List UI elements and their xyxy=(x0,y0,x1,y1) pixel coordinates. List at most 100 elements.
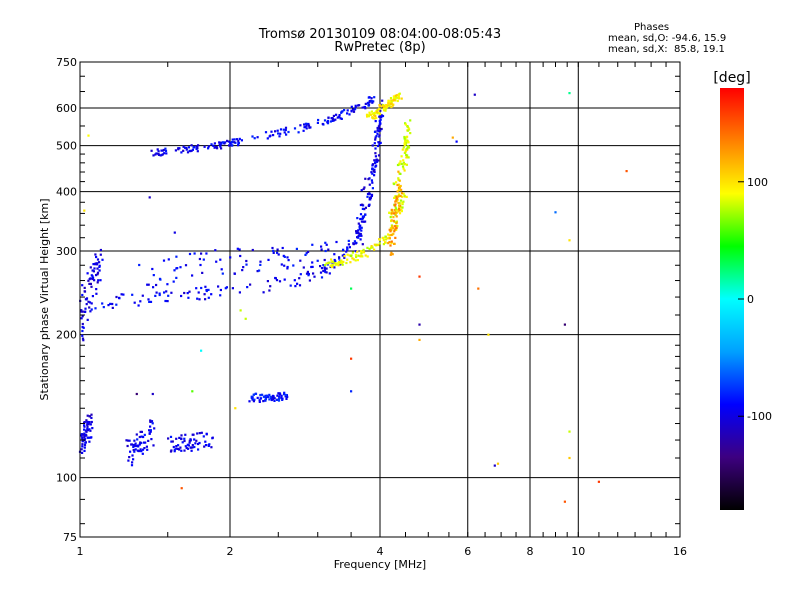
trace-point xyxy=(88,282,91,285)
trace-point xyxy=(234,141,237,144)
trace-point xyxy=(395,228,398,231)
trace-point xyxy=(382,105,386,108)
trace-point xyxy=(400,155,403,158)
trace-point xyxy=(373,174,376,177)
trace-point xyxy=(373,243,376,246)
trace-point xyxy=(398,179,401,182)
trace-point xyxy=(352,243,355,246)
trace-point xyxy=(374,147,377,150)
trace-point xyxy=(338,257,341,260)
trace-point xyxy=(316,259,319,262)
trace-point xyxy=(334,262,337,265)
trace-point xyxy=(311,243,314,246)
stats-o-mode: mean, sd,O: -94.6, 15.9 xyxy=(608,33,727,44)
trace-point xyxy=(364,206,367,209)
trace-point xyxy=(372,169,375,173)
trace-point xyxy=(362,220,365,223)
trace-point xyxy=(235,138,239,141)
trace-point xyxy=(347,239,350,242)
trace-point xyxy=(327,116,330,119)
trace-point xyxy=(379,109,382,112)
trace-point xyxy=(274,276,277,280)
trace-point xyxy=(320,248,323,251)
trace-point xyxy=(91,275,94,278)
trace-point xyxy=(379,129,382,132)
trace-point xyxy=(366,192,370,196)
trace-point xyxy=(190,144,193,147)
trace-point xyxy=(271,395,274,399)
trace-point xyxy=(317,118,320,122)
trace-point xyxy=(88,421,91,424)
trace-point xyxy=(102,306,105,309)
trace-point xyxy=(361,106,364,109)
trace-point xyxy=(393,225,396,228)
trace-point xyxy=(342,248,345,251)
trace-point xyxy=(367,114,370,117)
colorbar-tick-label: 0 xyxy=(747,293,754,306)
trace-point xyxy=(360,220,363,223)
trace-point xyxy=(220,147,223,150)
trace-point xyxy=(182,149,185,152)
trace-point xyxy=(382,239,385,242)
trace-point xyxy=(332,119,336,122)
trace-point xyxy=(198,432,201,435)
trace-point xyxy=(378,238,381,241)
scatter-point xyxy=(477,287,480,290)
trace-point xyxy=(271,246,274,250)
trace-point xyxy=(90,413,93,416)
trace-point xyxy=(83,286,86,289)
trace-point xyxy=(81,315,84,318)
trace-point xyxy=(229,141,232,144)
trace-point xyxy=(154,153,157,156)
trace-point xyxy=(213,142,216,145)
trace-point xyxy=(149,420,152,423)
trace-point xyxy=(148,300,151,303)
trace-point xyxy=(337,115,340,119)
trace-point xyxy=(259,260,262,263)
trace-point xyxy=(277,253,280,256)
trace-point xyxy=(183,437,186,440)
trace-point xyxy=(295,247,298,250)
trace-point xyxy=(82,326,85,329)
trace-point xyxy=(307,272,310,276)
trace-point xyxy=(343,253,346,256)
trace-point xyxy=(127,439,130,442)
trace-point xyxy=(167,294,170,297)
trace-point xyxy=(376,144,380,148)
trace-point xyxy=(92,270,95,273)
trace-point xyxy=(406,139,409,142)
trace-point xyxy=(278,135,281,138)
trace-point xyxy=(326,121,329,124)
trace-point xyxy=(180,294,183,298)
trace-point xyxy=(367,204,370,207)
trace-point xyxy=(83,424,86,427)
trace-point xyxy=(90,302,93,305)
trace-point xyxy=(389,97,393,100)
trace-point xyxy=(96,271,100,274)
trace-point xyxy=(340,261,343,264)
trace-point xyxy=(308,279,311,282)
trace-point xyxy=(268,393,271,396)
trace-point xyxy=(367,178,370,181)
trace-point xyxy=(395,198,398,201)
trace-point xyxy=(375,135,378,138)
trace-point xyxy=(172,445,175,449)
trace-point xyxy=(391,253,394,256)
trace-point xyxy=(354,242,357,245)
trace-point xyxy=(399,189,402,192)
trace-point xyxy=(307,274,310,277)
trace-point xyxy=(401,165,405,168)
trace-point xyxy=(391,211,394,214)
scatter-point xyxy=(496,462,500,465)
trace-point xyxy=(149,300,153,303)
trace-point xyxy=(343,255,346,258)
trace-point xyxy=(143,433,146,436)
trace-point xyxy=(229,256,232,259)
trace-point xyxy=(390,208,393,211)
trace-point xyxy=(365,113,369,116)
trace-point xyxy=(323,258,326,262)
trace-point xyxy=(388,211,391,214)
trace-point xyxy=(184,433,187,436)
trace-point xyxy=(333,258,336,262)
trace-point xyxy=(308,126,311,129)
